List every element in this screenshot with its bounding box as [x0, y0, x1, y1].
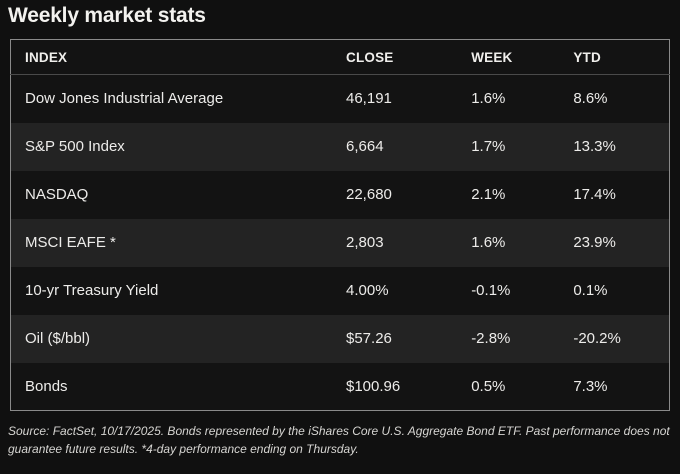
cell-ytd: 0.1% — [573, 282, 608, 299]
source-footnote-line2: guarantee future results. *4-day perform… — [8, 442, 359, 456]
cell-ytd: 7.3% — [573, 377, 608, 395]
cell-week: 1.6% — [471, 90, 506, 108]
cell-week: -0.1% — [471, 282, 511, 299]
table-row: NASDAQ 22,680 2.1% 17.4% — [10, 170, 670, 219]
cell-ytd: -20.2% — [573, 330, 621, 347]
market-stats-table: INDEX CLOSE WEEK YTD Dow Jones Industria… — [10, 39, 670, 411]
table-row: Oil ($/bbl) $57.26 -2.8% -20.2% — [10, 314, 670, 363]
column-header-close: CLOSE — [346, 39, 472, 75]
column-header-ytd: YTD — [573, 39, 670, 75]
cell-index-name: Oil ($/bbl) — [25, 330, 91, 347]
cell-index-name: Dow Jones Industrial Average — [25, 90, 224, 108]
cell-week: 0.5% — [471, 377, 506, 395]
table-row: MSCI EAFE * 2,803 1.6% 23.9% — [10, 218, 670, 267]
cell-close: $100.96 — [346, 377, 401, 395]
table-header-row: INDEX CLOSE WEEK YTD — [10, 39, 670, 75]
cell-close: 22,680 — [346, 186, 392, 203]
cell-ytd: 17.4% — [573, 186, 616, 203]
cell-week: -2.8% — [471, 330, 511, 347]
cell-week: 2.1% — [471, 186, 506, 203]
cell-index-name: NASDAQ — [25, 186, 89, 203]
cell-ytd: 23.9% — [573, 234, 616, 251]
source-footnote: Source: FactSet, 10/17/2025. Bonds repre… — [8, 422, 672, 458]
cell-index-name: S&P 500 Index — [25, 138, 125, 155]
column-header-index: INDEX — [10, 39, 346, 75]
cell-index-name: MSCI EAFE * — [25, 234, 116, 251]
table-row: Bonds $100.96 0.5% 7.3% — [10, 362, 670, 411]
cell-week: 1.7% — [471, 138, 506, 155]
cell-index-name: 10-yr Treasury Yield — [25, 282, 159, 299]
table-row: S&P 500 Index 6,664 1.7% 13.3% — [10, 122, 670, 171]
cell-close: 2,803 — [346, 234, 384, 251]
table-row: 10-yr Treasury Yield 4.00% -0.1% 0.1% — [10, 266, 670, 315]
page-title: Weekly market stats — [8, 4, 206, 27]
cell-index-name: Bonds — [25, 377, 68, 395]
cell-close: 6,664 — [346, 138, 384, 155]
column-header-week: WEEK — [471, 39, 574, 75]
cell-close: 46,191 — [346, 90, 392, 108]
cell-week: 1.6% — [471, 234, 506, 251]
cell-close: 4.00% — [346, 282, 389, 299]
source-footnote-line1: Source: FactSet, 10/17/2025. Bonds repre… — [8, 424, 670, 438]
table-row: Dow Jones Industrial Average 46,191 1.6%… — [10, 74, 670, 123]
cell-ytd: 8.6% — [573, 90, 608, 108]
cell-close: $57.26 — [346, 330, 392, 347]
cell-ytd: 13.3% — [573, 138, 616, 155]
